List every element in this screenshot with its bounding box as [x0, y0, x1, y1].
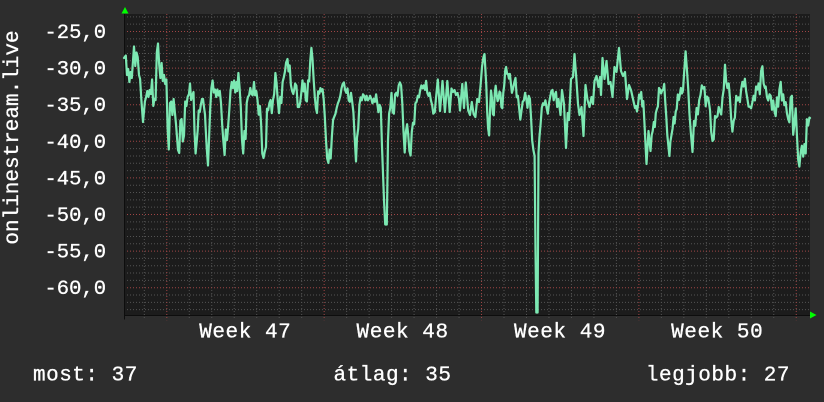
svg-text:legjobb: 27: legjobb: 27 — [646, 365, 790, 388]
svg-text:-35,0: -35,0 — [44, 95, 106, 118]
svg-text:-25,0: -25,0 — [44, 22, 106, 45]
svg-text:átlag: 35: átlag: 35 — [334, 365, 452, 388]
svg-text:-60,0: -60,0 — [44, 278, 106, 301]
svg-text:-55,0: -55,0 — [44, 242, 106, 265]
svg-text:-45,0: -45,0 — [44, 168, 106, 191]
svg-text:Week 49: Week 49 — [514, 322, 606, 345]
svg-text:Week 50: Week 50 — [671, 322, 763, 345]
svg-text:-50,0: -50,0 — [44, 205, 106, 228]
svg-text:-40,0: -40,0 — [44, 132, 106, 155]
svg-text:most: 37: most: 37 — [33, 365, 138, 388]
svg-text:onlinestream.live: onlinestream.live — [2, 30, 25, 244]
svg-text:Week 48: Week 48 — [357, 322, 449, 345]
svg-text:Week 47: Week 47 — [199, 322, 291, 345]
svg-text:-30,0: -30,0 — [44, 59, 106, 82]
